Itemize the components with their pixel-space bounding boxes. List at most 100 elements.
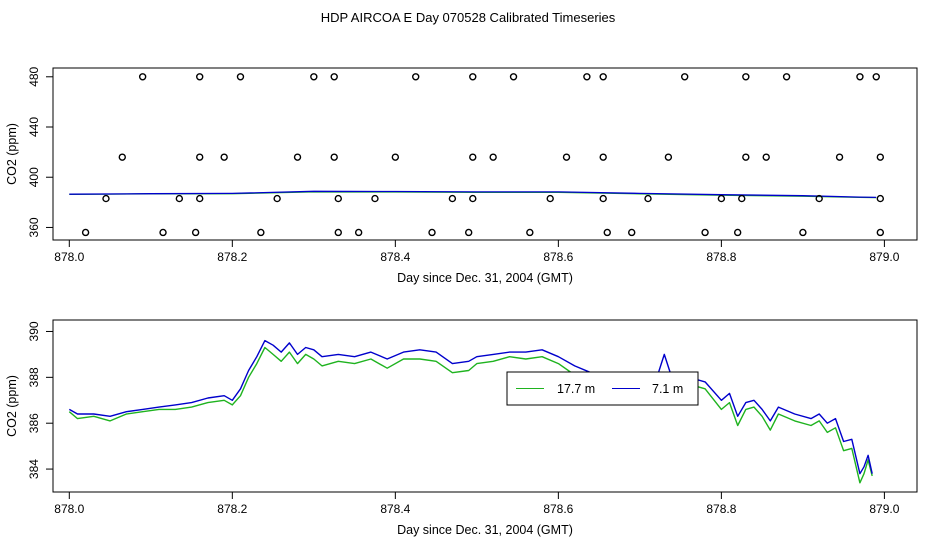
y-tick-label: 440 xyxy=(27,117,41,137)
series-line-7-1m xyxy=(68,339,873,475)
top-panel-marks xyxy=(69,73,885,237)
scatter-point xyxy=(546,194,554,203)
scatter-point xyxy=(599,73,607,81)
scatter-point xyxy=(81,228,90,237)
scatter-point xyxy=(717,194,726,203)
legend: 17.7 m 7.1 m xyxy=(506,371,699,406)
scatter-point xyxy=(310,73,318,81)
top-panel: 878.0 878.2 878.4 878.6 878.8 879.0 360 400 440 4… xyxy=(5,66,918,285)
scatter-point xyxy=(354,228,363,237)
figure-title: HDP AIRCOA E Day 070528 Calibrated Times… xyxy=(321,10,616,25)
scatter-point xyxy=(680,73,689,81)
x-tick-label: 878.2 xyxy=(217,502,247,516)
scatter-point xyxy=(412,73,420,81)
scatter-point xyxy=(236,73,245,81)
scatter-point xyxy=(371,194,379,203)
scatter-point xyxy=(448,194,457,203)
scatter-point xyxy=(469,194,477,203)
x-tick-label: 879.0 xyxy=(869,502,899,516)
scatter-point xyxy=(428,228,436,237)
scatter-point xyxy=(733,228,742,237)
scatter-point xyxy=(738,194,746,203)
top-panel-xlabel: Day since Dec. 31, 2004 (GMT) xyxy=(397,271,573,285)
bottom-panel-marks xyxy=(68,339,873,484)
scatter-point xyxy=(469,153,477,161)
x-tick-label: 878.6 xyxy=(543,502,573,516)
y-tick-label: 400 xyxy=(27,167,41,187)
scatter-point xyxy=(742,153,750,161)
scatter-point xyxy=(644,194,652,203)
x-tick-label: 878.0 xyxy=(54,250,84,264)
scatter-point xyxy=(102,194,110,203)
scatter-point xyxy=(159,228,167,237)
scatter-point xyxy=(464,228,473,237)
scatter-point xyxy=(175,194,184,203)
scatter-point xyxy=(509,73,518,81)
bottom-panel-frame xyxy=(52,319,918,493)
legend-box xyxy=(506,371,699,406)
x-tick-label: 878.4 xyxy=(380,250,410,264)
x-tick-label: 878.8 xyxy=(706,502,736,516)
scatter-point xyxy=(872,73,880,81)
scatter-point xyxy=(469,73,477,81)
scatter-point xyxy=(701,228,709,237)
scatter-point xyxy=(196,153,204,161)
scatter-point xyxy=(118,153,126,161)
scatter-point xyxy=(664,153,673,161)
x-tick-label: 878.0 xyxy=(54,502,84,516)
scatter-point xyxy=(628,228,636,237)
bottom-panel-axes: 878.0 878.2 878.4 878.6 878.8 879.0 384 386 388 3… xyxy=(27,321,900,516)
series-line-17-7m xyxy=(68,346,873,484)
scatter-point xyxy=(273,194,281,203)
scatter-point xyxy=(856,73,864,81)
scatter-point xyxy=(599,194,607,203)
scatter-point xyxy=(603,228,611,237)
bottom-panel-xlabel: Day since Dec. 31, 2004 (GMT) xyxy=(397,523,573,537)
scatter-point xyxy=(799,228,807,237)
scatter-point xyxy=(191,228,200,237)
scatter-point xyxy=(334,194,342,203)
y-tick-label: 384 xyxy=(27,459,41,479)
bottom-panel: 878.0 878.2 878.4 878.6 878.8 879.0 384 386 388 3… xyxy=(5,319,918,537)
y-tick-label: 360 xyxy=(27,217,41,237)
scatter-point xyxy=(876,228,885,237)
top-panel-axes: 878.0 878.2 878.4 878.6 878.8 879.0 360 400 440 4… xyxy=(27,66,900,264)
x-tick-label: 879.0 xyxy=(869,250,899,264)
legend-label-17-7m: 17.7 m xyxy=(557,382,595,396)
scatter-point xyxy=(876,194,885,203)
scatter-point xyxy=(599,153,607,161)
scatter-point xyxy=(876,153,885,161)
scatter-point xyxy=(526,228,534,237)
top-panel-ylabel: CO2 (ppm) xyxy=(5,123,19,185)
scatter-point xyxy=(835,153,844,161)
scatter-point xyxy=(742,73,750,81)
y-tick-label: 388 xyxy=(27,367,41,387)
scatter-point xyxy=(334,228,342,237)
scatter-point xyxy=(583,73,591,81)
scatter-point xyxy=(196,194,204,203)
scatter-point xyxy=(138,73,147,81)
scatter-point xyxy=(293,153,302,161)
scatter-point xyxy=(762,153,770,161)
x-tick-label: 878.4 xyxy=(380,502,410,516)
y-tick-label: 390 xyxy=(27,321,41,341)
scatter-point xyxy=(391,153,400,161)
scatter-point xyxy=(562,153,571,161)
x-tick-label: 878.2 xyxy=(217,250,247,264)
x-tick-label: 878.6 xyxy=(543,250,573,264)
top-panel-frame xyxy=(52,67,918,241)
scatter-point xyxy=(782,73,791,81)
legend-label-7-1m: 7.1 m xyxy=(652,382,683,396)
scatter-point xyxy=(196,73,204,81)
scatter-point xyxy=(220,153,228,161)
scatter-point xyxy=(815,194,823,203)
scatter-point xyxy=(257,228,265,237)
scatter-point xyxy=(330,73,338,81)
y-tick-label: 480 xyxy=(27,66,41,86)
top-trace-1 xyxy=(69,190,877,199)
scatter-point xyxy=(330,153,338,161)
scatter-point xyxy=(489,153,497,161)
bottom-panel-ylabel: CO2 (ppm) xyxy=(5,375,19,437)
x-tick-label: 878.8 xyxy=(706,250,736,264)
